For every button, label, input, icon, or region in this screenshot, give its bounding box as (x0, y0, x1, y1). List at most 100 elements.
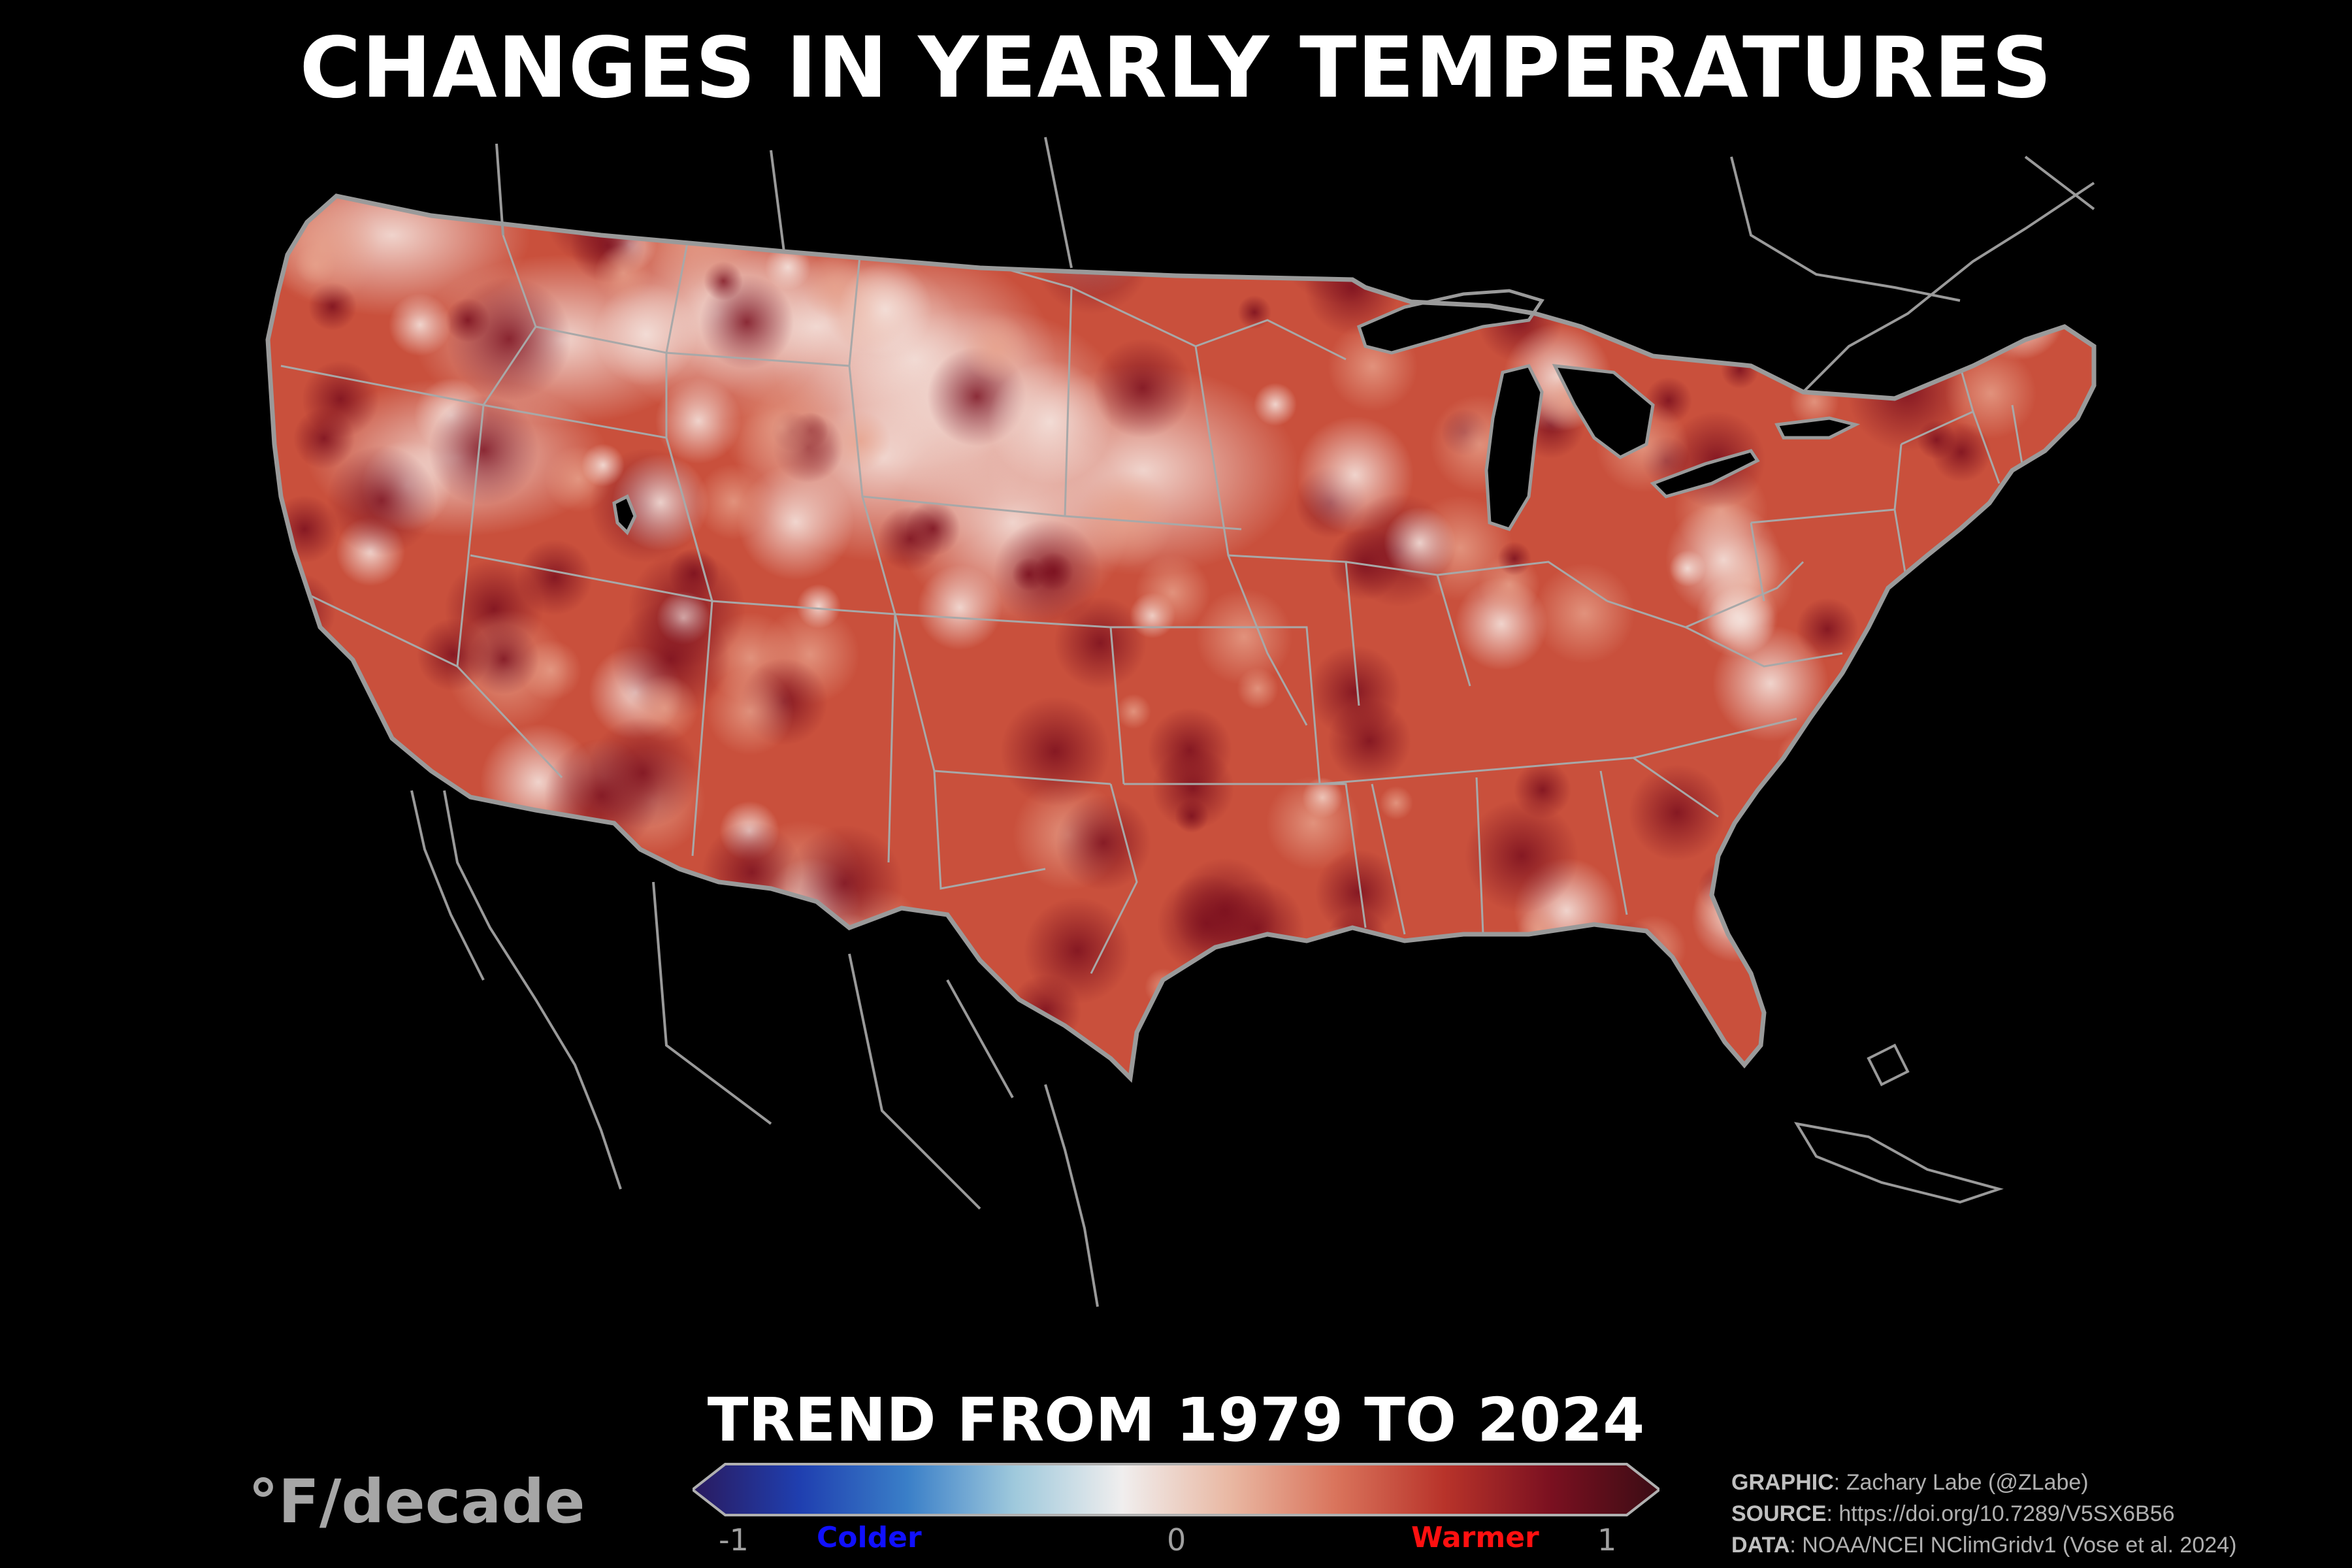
trend-patch (1278, 196, 1397, 303)
trend-patch (429, 395, 538, 505)
trend-patch (765, 244, 811, 290)
trend-patch (403, 930, 457, 984)
trend-patch (2019, 713, 2094, 787)
trend-patch (340, 847, 385, 892)
trend-patch (1498, 946, 1600, 1048)
trend-patch (540, 877, 581, 919)
credit-graphic: GRAPHIC: Zachary Labe (@ZLabe) (1731, 1467, 2345, 1498)
trend-patch (587, 717, 698, 828)
trend-patch (1093, 338, 1192, 438)
trend-patch (1972, 268, 2065, 361)
credit-graphic-key: GRAPHIC (1731, 1470, 1834, 1495)
trend-patch (2012, 971, 2094, 1078)
trend-patch (1721, 351, 1759, 389)
trend-patch (1009, 975, 1081, 1047)
mexico-coast-east (1044, 1084, 1099, 1307)
colorbar (693, 1463, 1659, 1516)
trend-patch (1266, 776, 1360, 870)
us-temperature-trend-map (265, 137, 2097, 1307)
trend-patch (1466, 939, 1527, 1000)
trend-patch (1237, 668, 1279, 710)
trend-patch (1592, 921, 1671, 1001)
trend-patch (869, 196, 958, 260)
trend-patch (1471, 217, 1557, 303)
trend-patch (468, 624, 539, 694)
trend-patch (1916, 822, 2032, 938)
trend-patch (1916, 841, 1982, 907)
trend-patch (706, 668, 794, 755)
trend-patch (1848, 733, 1914, 798)
trend-patch (1979, 700, 2076, 797)
colorbar-body (693, 1463, 1659, 1516)
credit-data: DATA: NOAA/NCEI NClimGridv1 (Vose et al.… (1731, 1529, 2345, 1561)
trend-patch (1912, 825, 1947, 860)
trend-patch (1315, 849, 1401, 936)
state-borders (280, 215, 2027, 974)
trend-patch (1054, 596, 1147, 689)
trend-patch (433, 929, 498, 994)
trend-patch (757, 929, 851, 1023)
trend-patch (1337, 198, 1402, 263)
trend-patch (1463, 963, 1532, 1032)
trend-patch (1384, 507, 1456, 579)
trend-patch (768, 906, 811, 949)
credit-data-key: DATA (1731, 1533, 1790, 1558)
trend-patch (1865, 702, 1918, 755)
credit-source-key: SOURCE (1731, 1501, 1827, 1526)
trend-patch (447, 277, 571, 401)
trend-patch (1196, 589, 1292, 685)
trend-patch (595, 244, 652, 302)
trend-patch (1534, 563, 1635, 664)
trend-patch (425, 989, 531, 1078)
trend-patch (838, 263, 932, 357)
trend-patch (1034, 552, 1073, 591)
trend-patch (1931, 422, 1991, 482)
trend-patch (1870, 238, 1952, 319)
trend-patch (595, 283, 698, 386)
trend-patch (1000, 696, 1110, 806)
trend-patch (1838, 306, 1925, 393)
trend-patch (636, 196, 757, 292)
lake-huron (1552, 364, 1655, 459)
trend-patch (696, 464, 772, 540)
great-salt-lake (612, 494, 637, 536)
units-label: °F/decade (248, 1467, 585, 1537)
trend-patch (1580, 250, 1668, 337)
trend-patch (1470, 944, 1526, 1000)
trend-patch (791, 931, 866, 1007)
trend-patch (1205, 973, 1319, 1078)
trend-patch (1373, 990, 1478, 1078)
trend-patch (1869, 793, 1948, 873)
trend-patch (336, 968, 375, 1007)
colorbar-tick-mid: 0 (1167, 1522, 1186, 1558)
trend-patch (572, 941, 632, 1002)
great-lakes (612, 289, 1861, 536)
trend-patch (2022, 512, 2081, 571)
trend-patch (668, 548, 719, 599)
trend-patch (2012, 201, 2082, 272)
trend-patch (1654, 213, 1699, 257)
mexico-state-lines (652, 881, 1014, 1210)
trend-patch (702, 822, 802, 923)
map-subtitle: TREND FROM 1979 TO 2024 (707, 1385, 1645, 1455)
lake-michigan (1484, 364, 1544, 532)
trend-patch (1571, 196, 1685, 284)
trend-patch (1116, 694, 1151, 729)
trend-patch (1030, 196, 1150, 296)
trend-patch (1990, 589, 2058, 657)
trend-patch (2001, 744, 2077, 820)
trend-patch (327, 446, 436, 555)
neighbor-country-borders (410, 137, 2095, 1307)
trend-patch (1846, 798, 1929, 880)
trend-patch (722, 368, 841, 487)
colder-label: Colder (817, 1521, 922, 1554)
trend-patch (389, 293, 451, 356)
trend-patch (1904, 586, 1940, 621)
warmer-label: Warmer (1411, 1521, 1539, 1554)
trend-patch (1056, 795, 1151, 890)
trend-patch (2013, 713, 2094, 807)
colorbar-tick-min: -1 (719, 1522, 749, 1558)
trend-patch (1309, 645, 1401, 738)
trend-patch (268, 573, 336, 650)
trend-patch (1254, 383, 1297, 426)
